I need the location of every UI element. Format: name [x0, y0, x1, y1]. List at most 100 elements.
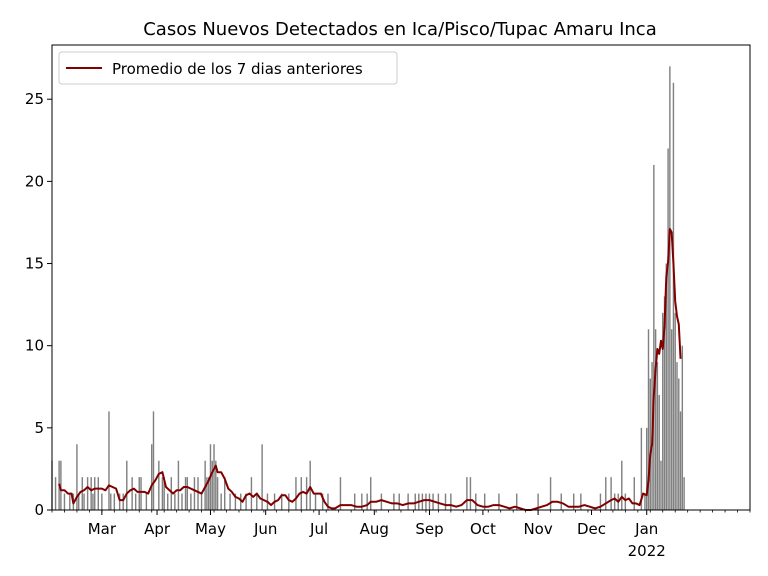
bar-2021-05-15 [234, 493, 237, 510]
bar-2021-08-05 [380, 493, 383, 510]
bar-2021-07-13 [339, 477, 342, 510]
bar-2021-05-05 [216, 477, 219, 510]
bar-2021-02-06 [60, 460, 62, 510]
x-tick-label-oct: Oct [470, 520, 496, 538]
bar-2021-12-14 [613, 493, 616, 510]
bar-2021-09-24 [469, 477, 472, 510]
bar-2021-12-29 [640, 427, 643, 510]
bar-2022-01-12 [665, 263, 668, 510]
bar-2021-09-22 [466, 477, 468, 510]
bar-2022-01-01 [646, 427, 648, 510]
bar-2021-06-18 [295, 477, 297, 510]
bar-2022-01-22 [683, 477, 685, 510]
bar-2021-07-03 [321, 493, 324, 510]
bar-2021-05-12 [229, 493, 231, 510]
legend-box [58, 51, 398, 85]
bar-2021-04-02 [158, 460, 160, 510]
x-tick-label-sep: Sep [415, 520, 443, 538]
bar-2021-08-28 [421, 493, 424, 510]
bar-2021-04-29 [206, 477, 208, 510]
plot-area [51, 66, 685, 511]
bar-2021-03-22 [138, 477, 140, 510]
bar-2021-03-18 [131, 477, 133, 510]
y-tick-label-20: 20 [25, 172, 44, 190]
bar-2021-05-02 [211, 460, 213, 510]
bar-2021-05-18 [240, 493, 242, 510]
x-tick-label-jun: Jun [253, 520, 277, 538]
bar-2021-09-06 [437, 493, 440, 510]
legend-entry-average: Promedio de los 7 dias anteriores [112, 60, 363, 78]
bar-2021-02-23 [90, 477, 92, 510]
bar-2022-01-17 [674, 312, 676, 510]
bar-2021-11-21 [573, 493, 575, 510]
bar-2021-04-09 [170, 477, 173, 510]
bar-2021-10-10 [498, 493, 500, 510]
bar-2021-04-04 [161, 477, 164, 510]
bar-2022-01-14 [669, 66, 671, 511]
bar-2021-04-24 [197, 477, 199, 510]
bar-2021-11-08 [549, 477, 552, 510]
bar-2021-02-15 [76, 444, 78, 510]
bar-2021-04-17 [184, 477, 187, 510]
bar-2021-09-27 [475, 493, 477, 510]
bar-2021-05-27 [256, 493, 258, 510]
bar-2021-06-26 [309, 460, 311, 510]
legend: Promedio de los 7 dias anteriores [58, 51, 398, 85]
bar-2021-12-20 [624, 493, 627, 510]
x-tick-label-dec: Dec [577, 520, 606, 538]
bar-2021-07-25 [361, 493, 363, 510]
bar-2021-12-18 [621, 460, 623, 510]
bar-2021-03-13 [122, 493, 124, 510]
bar-2021-09-13 [450, 493, 452, 510]
bar-2021-03-29 [151, 444, 153, 510]
bar-2022-01-16 [672, 82, 675, 510]
bar-2021-10-02 [483, 493, 486, 510]
line-series [58, 228, 682, 511]
bar-2021-02-27 [97, 477, 99, 510]
bar-2021-04-22 [193, 477, 196, 510]
x-tick-sublabel-year: 2022 [628, 542, 666, 560]
bar-2022-01-18 [676, 362, 678, 510]
bar-2021-03-05 [108, 411, 110, 510]
y-tick-label-15: 15 [25, 255, 44, 273]
bar-2021-05-30 [261, 444, 263, 510]
bar-2022-01-11 [663, 296, 666, 510]
bar-2021-04-18 [186, 477, 189, 510]
bar-2022-01-21 [681, 345, 684, 510]
bar-2021-06-29 [314, 493, 317, 510]
bar-2021-05-24 [250, 477, 253, 510]
bar-2021-04-11 [174, 493, 176, 510]
bar-2021-05-07 [220, 493, 222, 510]
bar-2021-11-01 [537, 493, 539, 510]
bar-2022-01-08 [658, 394, 660, 510]
bar-2022-01-15 [670, 329, 673, 510]
x-tick-label-may: May [195, 520, 226, 538]
bar-2022-01-10 [662, 312, 664, 510]
bar-2021-03-23 [140, 477, 142, 510]
bar-2022-01-05 [653, 164, 655, 510]
bar-2021-02-21 [86, 477, 89, 510]
x-tick-label-mar: Mar [88, 520, 117, 538]
bar-2021-08-12 [393, 493, 395, 510]
bar-2021-08-24 [414, 493, 416, 510]
bar-2021-05-04 [215, 460, 217, 510]
bar-2022-01-09 [660, 460, 662, 510]
bar-2022-01-07 [656, 362, 659, 510]
bar-2021-02-24 [92, 493, 94, 510]
bar-2022-01-13 [667, 148, 669, 510]
bar-2021-06-10 [280, 493, 283, 510]
bar-2021-12-12 [610, 477, 612, 510]
bar-2021-03-20 [134, 493, 137, 510]
bar-2021-07-21 [353, 493, 356, 510]
bar-2021-02-16 [78, 493, 80, 510]
bar-2021-08-15 [398, 493, 400, 510]
x-tick-label-apr: Apr [144, 520, 171, 538]
bar-2021-04-26 [200, 493, 203, 510]
bar-2021-07-28 [366, 493, 368, 510]
bar-2021-03-01 [101, 493, 103, 510]
bar-2021-03-06 [110, 493, 112, 510]
bar-2021-04-30 [207, 477, 210, 510]
bar-2021-02-08 [63, 493, 66, 510]
bar-2021-06-14 [288, 493, 290, 510]
